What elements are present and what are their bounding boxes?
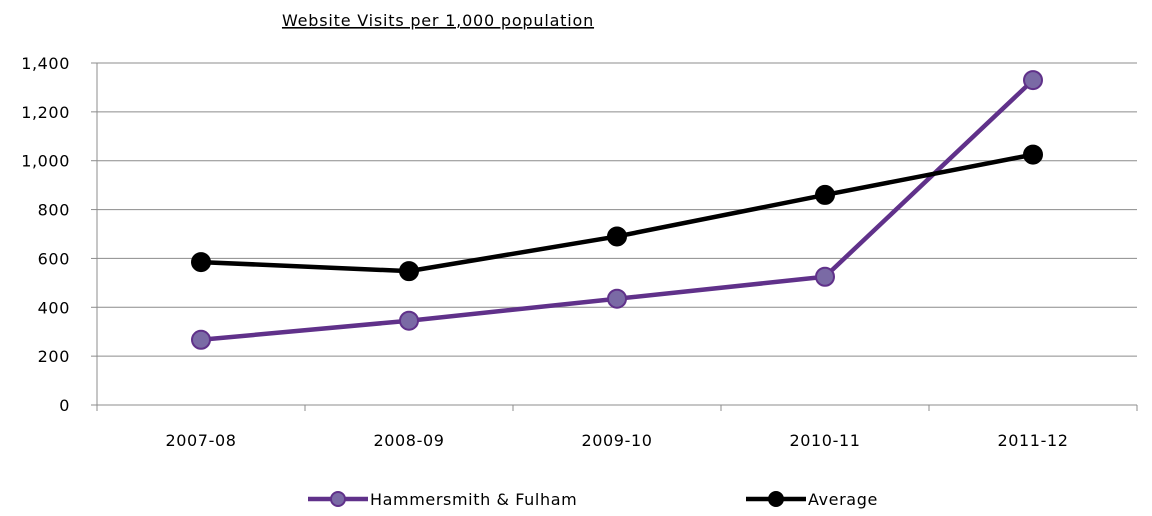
legend-swatch-marker-average [768, 491, 784, 507]
legend-label-hammersmith-fulham: Hammersmith & Fulham [370, 490, 577, 509]
data-point-hammersmith-fulham-2007-08 [191, 329, 211, 350]
data-point-average-2009-10 [607, 226, 627, 247]
y-tick-label: 1,000 [21, 152, 70, 171]
legend-item-hammersmith-fulham: Hammersmith & Fulham [308, 490, 577, 509]
x-tick-label-2007-08: 2007-08 [165, 431, 236, 450]
legend-item-average: Average [746, 490, 878, 509]
data-point-hammersmith-fulham-2010-11 [815, 266, 835, 287]
data-point-hammersmith-fulham-2008-09 [399, 310, 419, 331]
y-tick-label: 0 [59, 396, 70, 415]
x-tick-label-2009-10: 2009-10 [581, 431, 652, 450]
data-point-hammersmith-fulham-2009-10 [607, 288, 627, 309]
y-axis-tick-labels: 0 200 400 600 800 1,000 1,200 1,400 [21, 54, 70, 415]
y-tick-label: 1,400 [21, 54, 70, 73]
x-tick-label-2011-12: 2011-12 [997, 431, 1068, 450]
data-point-average-2010-11 [815, 184, 835, 205]
series-average [191, 144, 1043, 282]
axes [91, 62, 1138, 411]
data-point-average-2007-08 [191, 252, 211, 273]
y-tick-label: 800 [38, 201, 70, 220]
x-tick-label-2010-11: 2010-11 [789, 431, 860, 450]
y-tick-label: 400 [38, 298, 70, 317]
x-tick-label-2008-09: 2008-09 [373, 431, 444, 450]
data-point-average-2011-12 [1023, 144, 1043, 165]
y-tick-label: 200 [38, 347, 70, 366]
legend-swatch-marker-hammersmith-fulham [330, 491, 346, 507]
legend: Hammersmith & Fulham Average [308, 490, 878, 509]
x-axis-tick-labels: 2007-08 2008-09 2009-10 2010-11 2011-12 [165, 431, 1068, 450]
legend-label-average: Average [808, 490, 878, 509]
series-hammersmith-fulham [191, 70, 1043, 350]
series-lines [191, 70, 1043, 350]
chart-title: Website Visits per 1,000 population [282, 11, 594, 30]
data-point-hammersmith-fulham-2011-12 [1023, 70, 1043, 91]
gridlines [97, 62, 1137, 357]
series-line-average [198, 152, 1036, 274]
y-tick-label: 600 [38, 249, 70, 268]
data-point-average-2008-09 [399, 261, 419, 282]
y-tick-label: 1,200 [21, 103, 70, 122]
